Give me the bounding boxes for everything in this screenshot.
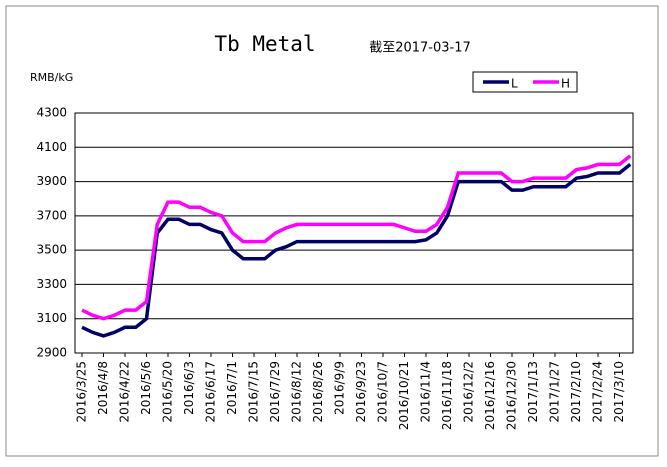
x-tick-label: 2016/11/4	[419, 361, 433, 423]
x-tick-label: 2016/6/3	[182, 361, 196, 415]
x-tick-label: 2016/12/30	[505, 361, 519, 430]
y-tick-label: 3700	[36, 208, 67, 222]
x-tick-label: 2016/4/8	[96, 361, 110, 415]
legend-label: H	[561, 77, 570, 91]
plot-area	[74, 112, 634, 354]
x-tick-label: 2017/1/27	[548, 361, 562, 423]
x-tick-label: 2016/10/7	[376, 361, 390, 423]
series-line	[81, 163, 632, 338]
series-line	[81, 154, 632, 321]
chart-subtitle: 截至2017-03-17	[369, 41, 471, 56]
y-tick-label: 3300	[36, 277, 67, 291]
legend-label: L	[511, 77, 518, 91]
x-tick-label: 2017/3/10	[612, 361, 626, 423]
y-tick-label: 3900	[36, 174, 67, 188]
x-tick-label: 2016/10/21	[397, 361, 411, 430]
legend-box	[472, 71, 578, 93]
x-tick-label: 2016/7/29	[268, 361, 282, 423]
x-tick-label: 2016/12/2	[462, 361, 476, 423]
x-tick-label: 2016/7/1	[225, 361, 239, 415]
x-tick-label: 2016/6/17	[204, 361, 218, 423]
y-tick-label: 4300	[36, 106, 67, 120]
x-tick-label: 2016/5/6	[139, 361, 153, 415]
x-tick-label: 2016/12/16	[483, 361, 497, 430]
y-tick-label: 3500	[36, 243, 67, 257]
x-tick-label: 2016/4/22	[118, 361, 132, 423]
x-tick-label: 2017/2/10	[569, 361, 583, 423]
x-tick-label: 2016/9/23	[354, 361, 368, 423]
y-tick-label: 2900	[36, 346, 67, 360]
y-axis-label: RMB/kG	[30, 71, 73, 84]
x-tick-label: 2016/7/15	[247, 361, 261, 423]
chart-title: Tb Metal	[214, 32, 315, 56]
y-tick-label: 3100	[36, 311, 67, 325]
x-tick-label: 2016/3/25	[75, 361, 89, 423]
x-tick-label: 2016/9/9	[333, 361, 347, 415]
x-tick-label: 2016/5/20	[161, 361, 175, 423]
y-tick-label: 4100	[36, 140, 67, 154]
x-tick-label: 2016/8/12	[290, 361, 304, 423]
x-tick-label: 2016/11/18	[440, 361, 454, 430]
x-tick-label: 2017/1/13	[526, 361, 540, 423]
x-tick-label: 2016/8/26	[311, 361, 325, 423]
x-tick-label: 2017/2/24	[591, 361, 605, 423]
